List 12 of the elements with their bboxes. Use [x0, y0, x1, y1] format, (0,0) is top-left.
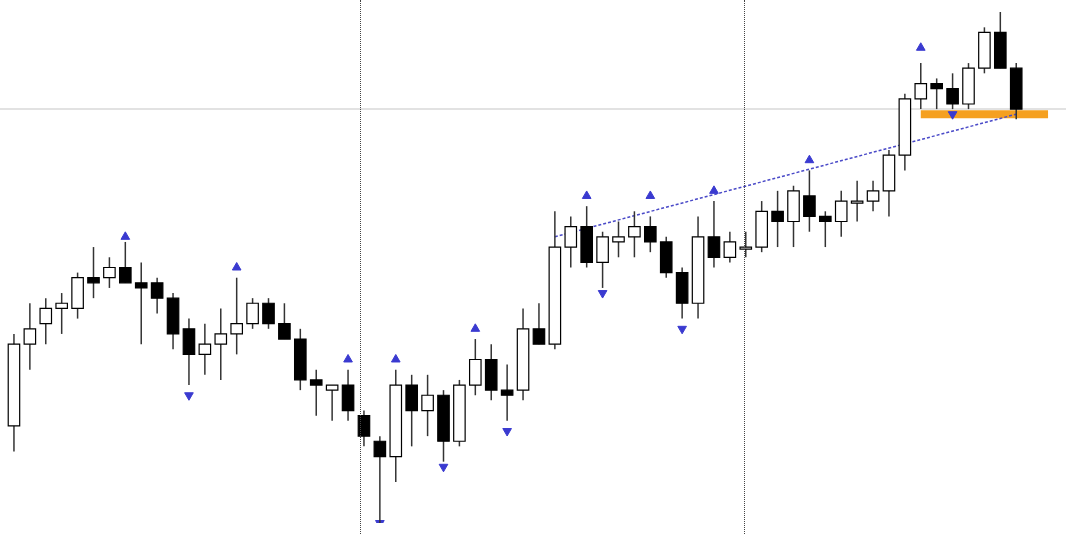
point: [390, 353, 401, 363]
point: [645, 190, 656, 199]
point: [804, 154, 815, 164]
point: [470, 323, 481, 332]
point: [915, 42, 926, 51]
point: [343, 353, 353, 363]
point: [709, 185, 719, 194]
point: [581, 190, 592, 199]
candlestick: [278, 302, 291, 340]
point: [120, 231, 131, 240]
candlestick: [803, 169, 816, 233]
point: [231, 262, 242, 271]
